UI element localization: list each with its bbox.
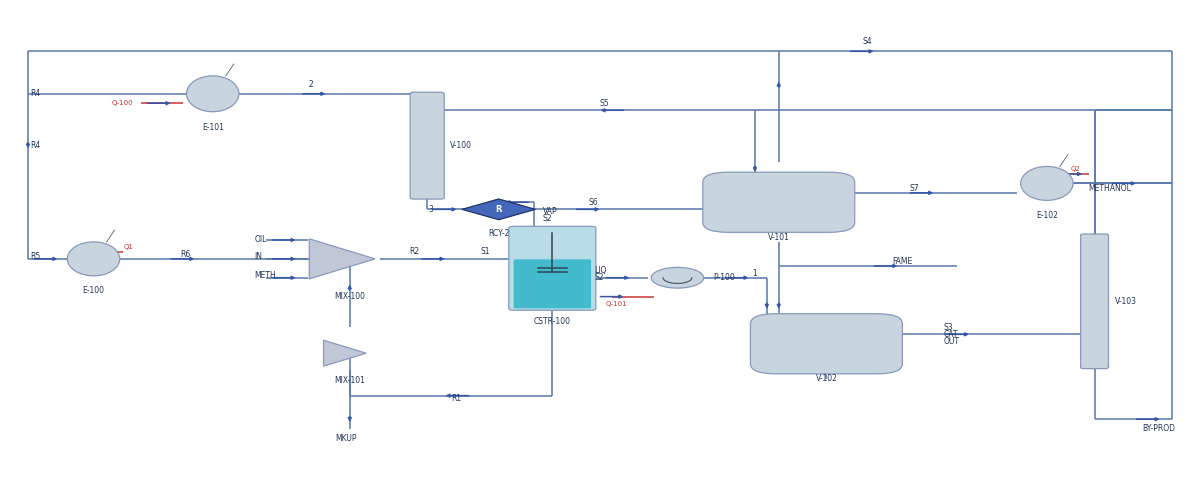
- FancyBboxPatch shape: [514, 259, 592, 308]
- Ellipse shape: [1021, 167, 1073, 200]
- Text: S5: S5: [600, 99, 610, 108]
- Text: R6: R6: [180, 250, 191, 259]
- FancyBboxPatch shape: [1080, 234, 1109, 369]
- Text: E-100: E-100: [83, 286, 104, 295]
- Text: BY-PROD: BY-PROD: [1142, 424, 1175, 433]
- Text: P-100: P-100: [713, 273, 734, 282]
- Text: S7: S7: [910, 184, 919, 192]
- Text: R1: R1: [451, 394, 461, 403]
- Text: V-102: V-102: [816, 374, 838, 383]
- Text: Q2: Q2: [1070, 166, 1080, 172]
- Text: MKUP: MKUP: [336, 433, 356, 443]
- Text: S6: S6: [588, 198, 598, 207]
- Circle shape: [652, 267, 703, 288]
- Text: MIX-101: MIX-101: [335, 376, 365, 385]
- Text: R5: R5: [30, 252, 41, 261]
- Text: R4: R4: [30, 141, 41, 150]
- Text: R2: R2: [409, 247, 420, 256]
- Text: E-102: E-102: [1036, 211, 1058, 220]
- Text: R: R: [496, 205, 502, 214]
- Text: RCY-2: RCY-2: [488, 229, 509, 238]
- Text: IN: IN: [254, 252, 263, 261]
- Text: E-101: E-101: [202, 123, 223, 132]
- FancyBboxPatch shape: [703, 172, 854, 232]
- Text: R4: R4: [30, 89, 41, 98]
- Text: S2: S2: [594, 273, 604, 282]
- Text: CAT: CAT: [943, 330, 958, 339]
- Text: METHANOL: METHANOL: [1088, 184, 1132, 192]
- Text: S4: S4: [862, 37, 871, 47]
- Text: V-101: V-101: [768, 233, 790, 242]
- Text: LIQ: LIQ: [594, 266, 606, 275]
- Text: FAME: FAME: [892, 257, 912, 266]
- Text: 1: 1: [752, 268, 757, 277]
- Text: S3: S3: [943, 323, 953, 332]
- Text: CSTR-100: CSTR-100: [534, 317, 571, 326]
- Polygon shape: [310, 239, 376, 279]
- Text: Q-101: Q-101: [606, 300, 628, 307]
- Polygon shape: [324, 340, 366, 366]
- Ellipse shape: [186, 76, 239, 112]
- Ellipse shape: [67, 242, 120, 276]
- Text: METH: METH: [254, 271, 276, 280]
- Text: V-100: V-100: [450, 141, 472, 150]
- Text: V-103: V-103: [1115, 297, 1136, 306]
- FancyBboxPatch shape: [750, 314, 902, 374]
- Text: Q-100: Q-100: [112, 100, 133, 106]
- Text: 2: 2: [308, 80, 313, 89]
- FancyBboxPatch shape: [410, 92, 444, 199]
- Text: 3: 3: [428, 205, 433, 214]
- Text: S2: S2: [542, 214, 552, 223]
- FancyBboxPatch shape: [509, 227, 596, 310]
- Text: MIX-100: MIX-100: [335, 292, 365, 300]
- Text: VAP: VAP: [542, 207, 558, 216]
- Text: S1: S1: [481, 247, 491, 256]
- Text: OIL: OIL: [254, 236, 266, 244]
- Polygon shape: [462, 199, 535, 220]
- Text: OUT: OUT: [943, 337, 959, 346]
- Text: Q1: Q1: [124, 244, 133, 250]
